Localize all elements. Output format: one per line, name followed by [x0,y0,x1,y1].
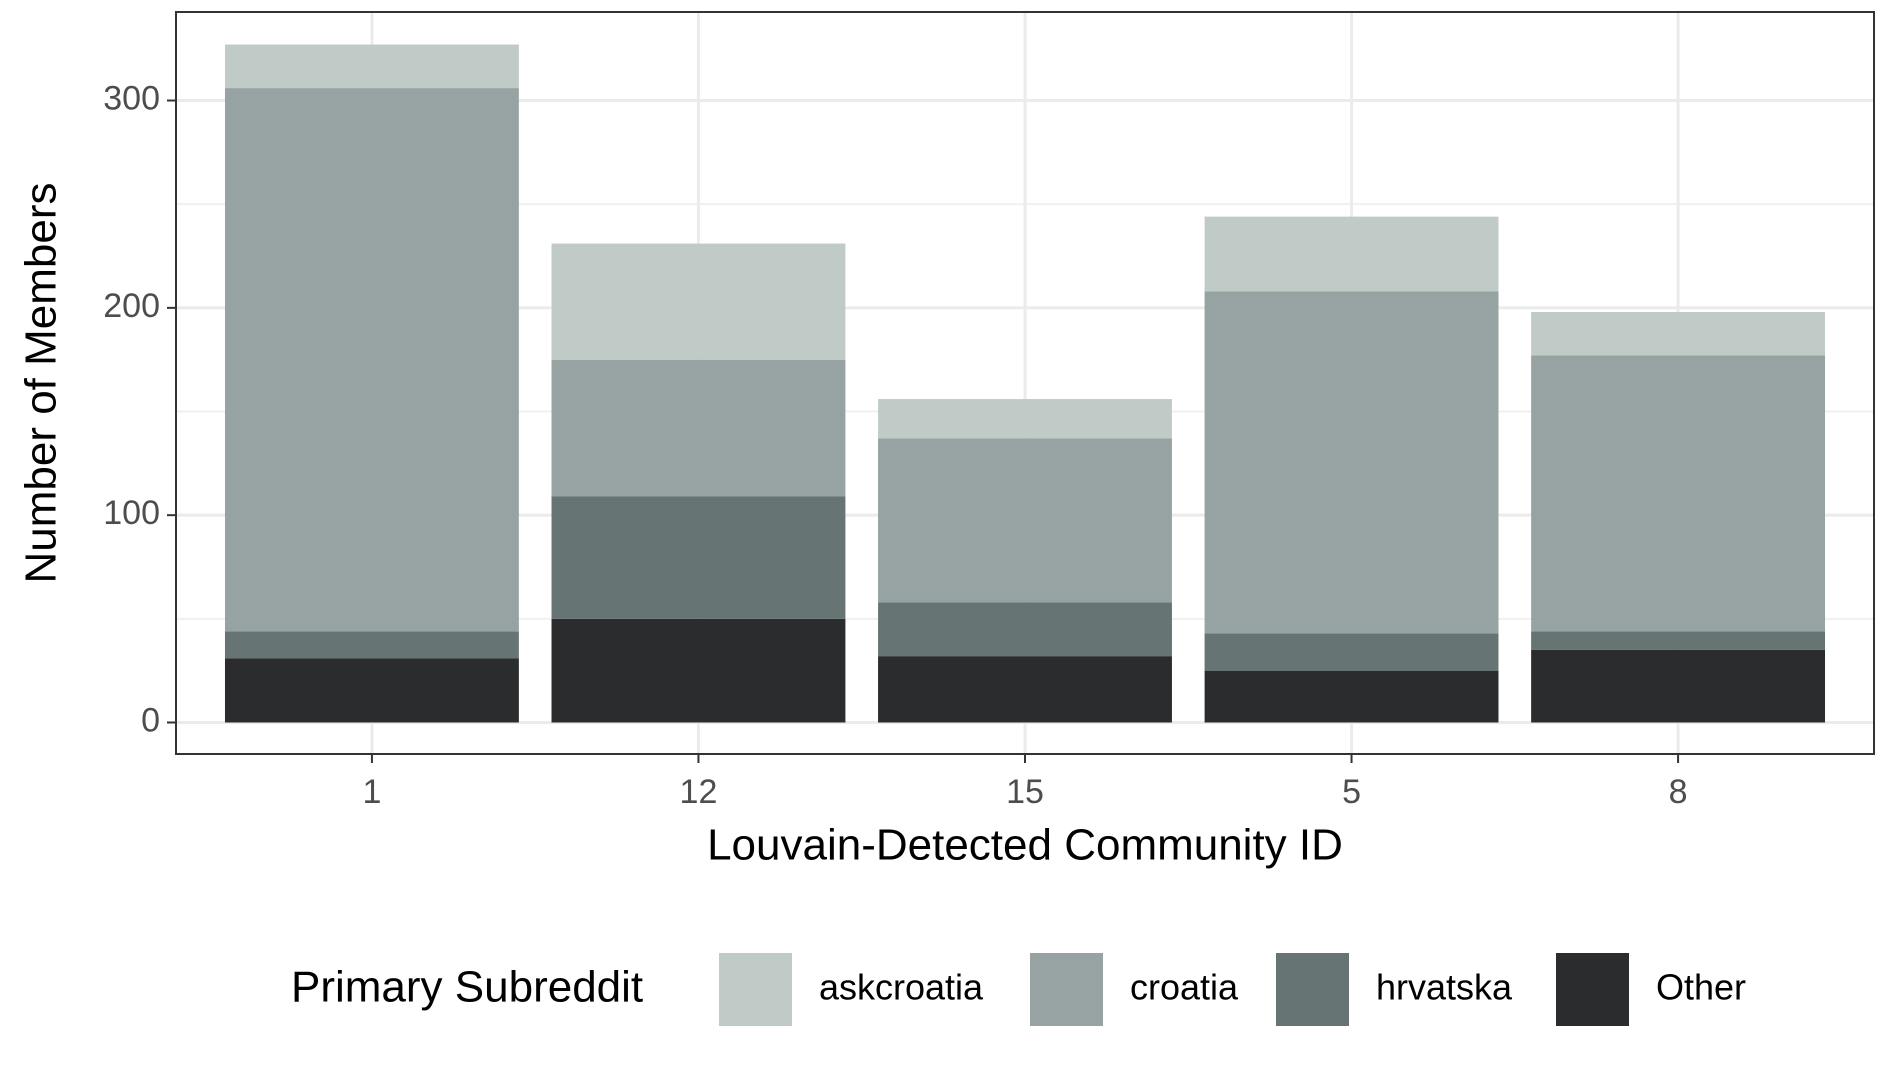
x-axis-title: Louvain-Detected Community ID [707,821,1343,870]
x-tick-label: 8 [1669,773,1688,811]
bar-segment [1204,633,1499,671]
bar-segment [878,602,1172,657]
x-tick-label: 1 [362,773,381,811]
legend-key [1556,953,1629,1026]
bar-segment [551,243,846,360]
legend-label: Other [1656,967,1746,1008]
bar-segment [878,656,1172,723]
bar-segment [1531,631,1826,650]
plot-border [175,11,1875,755]
legend-key [719,953,792,1026]
bar-segment [878,438,1172,603]
legend-key [1030,953,1103,1026]
bar-segment [1204,670,1499,723]
y-tick-label: 300 [103,80,160,118]
y-tick-label: 200 [103,287,160,325]
bar-segment [878,399,1172,439]
bar-segment [224,44,519,89]
legend-label: hrvatska [1376,967,1513,1008]
x-tick-label: 15 [1006,773,1044,811]
bar-segment [1204,216,1499,292]
legend-title: Primary Subreddit [291,963,643,1012]
bar-segment [224,88,519,632]
bar-segment [1531,649,1826,723]
legend-label: croatia [1130,967,1239,1008]
bar-segment [551,359,846,497]
bar-segment [1531,311,1826,356]
x-tick-label: 5 [1342,773,1361,811]
bar-segment [224,631,519,659]
legend-key [1276,953,1349,1026]
bar-segment [1531,355,1826,632]
legend-label: askcroatia [819,967,984,1008]
y-tick-label: 100 [103,494,160,532]
y-tick-label: 0 [141,701,160,739]
y-axis-title: Number of Members [17,182,66,583]
bar-segment [551,618,846,723]
bar-segment [224,658,519,723]
x-tick-label: 12 [680,773,718,811]
bar-segment [551,496,846,619]
bar-segment [1204,291,1499,634]
